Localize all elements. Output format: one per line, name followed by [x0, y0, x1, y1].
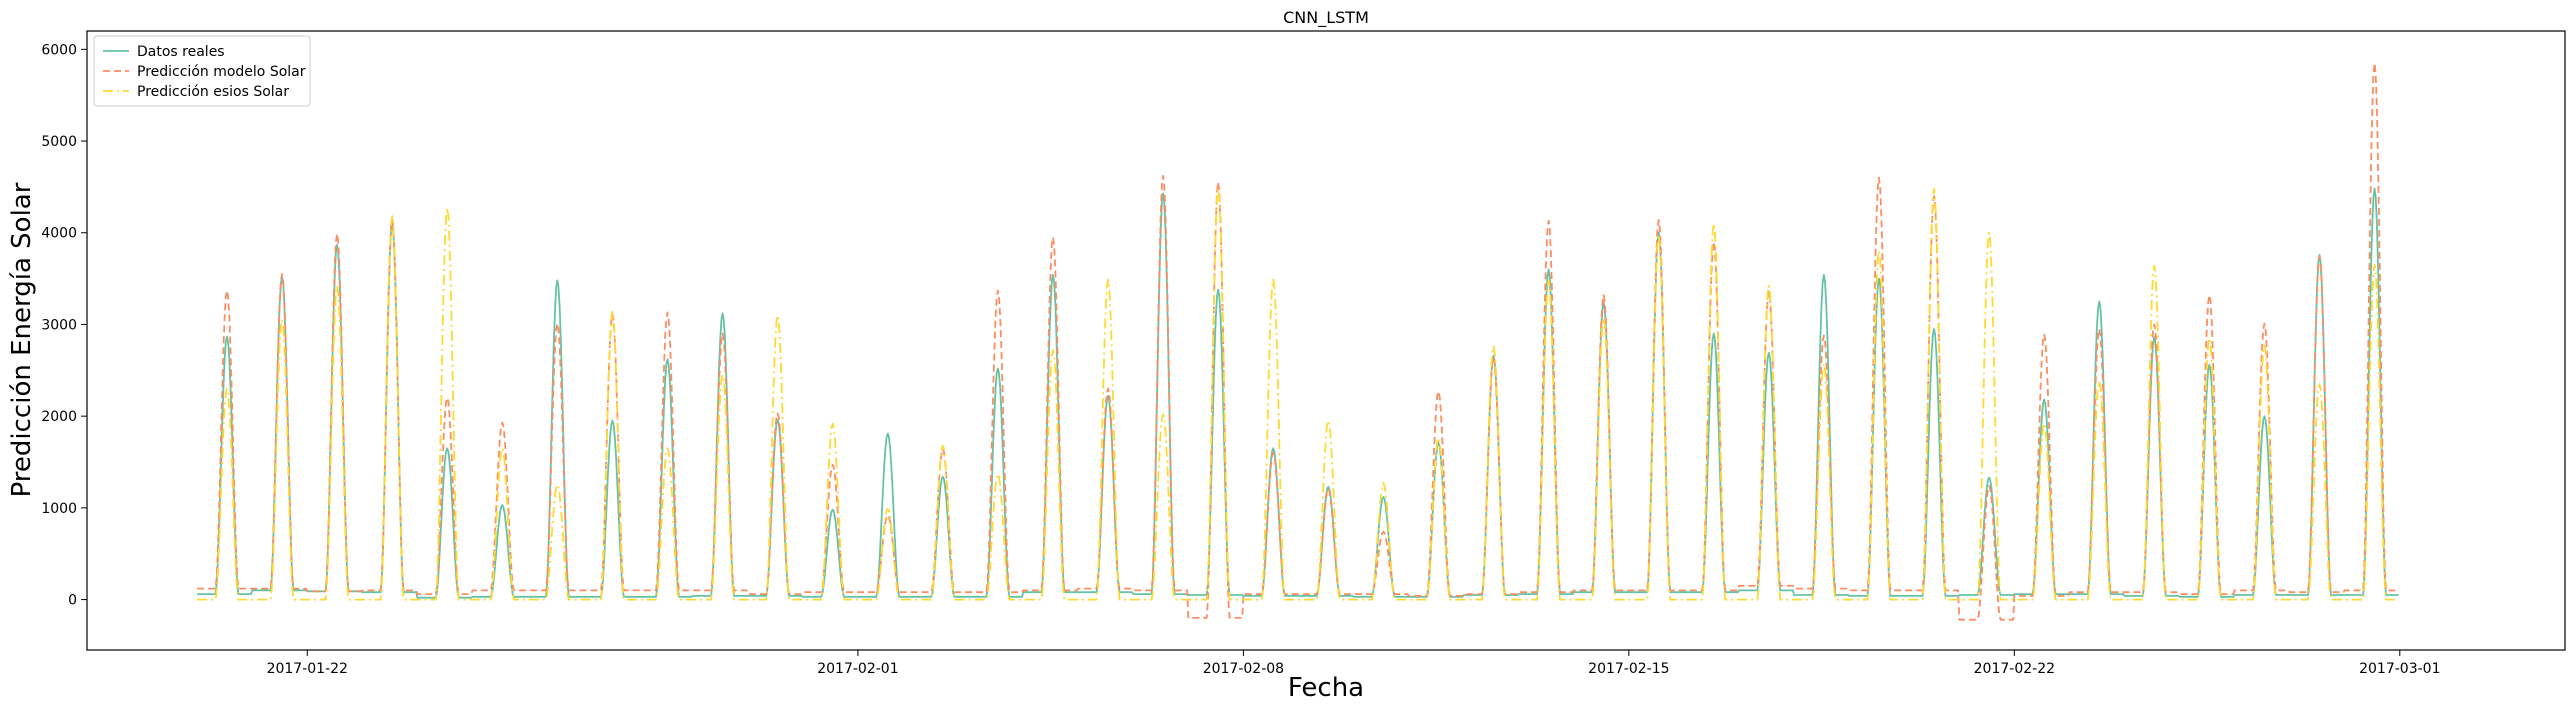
y-tick-label: 2000 — [41, 409, 77, 425]
y-tick-label: 6000 — [41, 42, 77, 58]
y-tick-label: 3000 — [41, 317, 77, 333]
x-tick-label: 2017-02-08 — [1203, 661, 1284, 677]
chart-title: CNN_LSTM — [1283, 8, 1369, 28]
plot-frame — [86, 30, 2566, 651]
legend-label-esios: Predicción esios Solar — [137, 84, 289, 100]
legend-label-model: Predicción modelo Solar — [137, 64, 306, 80]
series-layer — [197, 62, 2399, 621]
y-axis-label: Predicción Energía Solar — [7, 182, 37, 497]
x-tick-label: 2017-02-22 — [1974, 661, 2055, 677]
y-tick-label: 0 — [68, 593, 77, 609]
series-line-1 — [197, 62, 2399, 621]
legend-box — [93, 35, 311, 107]
x-tick-label: 2017-03-01 — [2359, 661, 2440, 677]
x-axis-label: Fecha — [1288, 673, 1364, 703]
x-axis-ticks: 2017-01-22 2017-02-01 2017-02-08 2017-02-15… — [267, 650, 2440, 677]
x-tick-label: 2017-02-01 — [817, 661, 898, 677]
y-tick-label: 5000 — [41, 134, 77, 150]
series-line-0 — [197, 187, 2399, 599]
y-tick-label: 4000 — [41, 226, 77, 242]
series-line-2 — [197, 187, 2399, 601]
y-tick-label: 1000 — [41, 501, 77, 517]
x-tick-label: 2017-02-15 — [1588, 661, 1669, 677]
legend-label-real: Datos reales — [137, 44, 225, 60]
legend: Datos reales Predicción modelo Solar Pre… — [93, 35, 311, 107]
x-tick-label: 2017-01-22 — [267, 661, 348, 677]
y-axis-ticks: 0 1000 2000 3000 4000 5000 6000 — [41, 42, 87, 609]
